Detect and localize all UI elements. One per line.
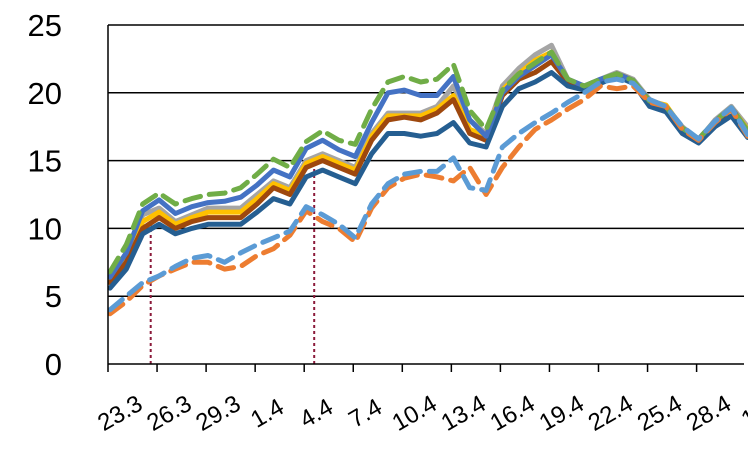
series-lines: [107, 42, 748, 317]
x-tick-label: 16.4: [486, 390, 540, 437]
y-tick-label: 20: [28, 76, 62, 111]
x-tick-label: 7.4: [344, 393, 386, 433]
y-tick-label: 15: [28, 144, 62, 179]
x-tick-label: 4.4: [295, 393, 337, 433]
y-tick-label: 5: [45, 279, 62, 314]
x-tick-labels: 23.326.329.3 1.4 4.4 7.4 10.413.416.419.422.…: [93, 390, 748, 437]
x-tick-label: 22.4: [584, 390, 638, 437]
x-tick-label: 23.3: [93, 390, 147, 437]
axes: [107, 25, 744, 372]
x-tick-label: 28.4: [682, 390, 736, 437]
x-tick-label: 10.4: [388, 390, 442, 437]
x-tick-label: 29.3: [191, 390, 245, 437]
x-tick-label: 13.4: [437, 390, 491, 437]
x-tick-label: 26.3: [142, 390, 196, 437]
y-tick-label: 0: [45, 347, 62, 382]
x-tick-label: 25.4: [633, 390, 687, 437]
x-tick-label: 1.4: [246, 393, 288, 433]
x-tick-label: 1.5: [737, 393, 748, 433]
series-line-8: [107, 76, 748, 313]
y-tick-label: 25: [28, 8, 62, 43]
series-line-7: [107, 83, 748, 317]
y-tick-labels: 0 5 10 15 20 25: [28, 8, 62, 382]
x-tick-label: 19.4: [535, 390, 589, 437]
y-tick-label: 10: [28, 211, 62, 246]
series-line-5: [107, 52, 748, 280]
series-line-2: [107, 49, 748, 282]
marker-lines: [149, 166, 316, 364]
series-line-6: [107, 49, 748, 275]
